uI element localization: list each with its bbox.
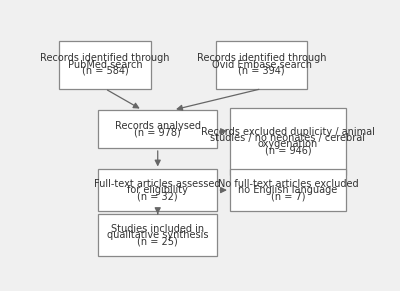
Text: Full-text articles assessed: Full-text articles assessed [94, 179, 221, 189]
Text: Records identified through: Records identified through [197, 53, 326, 63]
Text: (n = 946): (n = 946) [265, 146, 311, 156]
Text: no English language: no English language [238, 185, 338, 195]
FancyBboxPatch shape [230, 108, 346, 175]
Text: Studies included in: Studies included in [111, 223, 204, 234]
Text: Records excluded duplicity / animal: Records excluded duplicity / animal [201, 127, 375, 137]
Text: No full-text articles excluded: No full-text articles excluded [218, 179, 358, 189]
Text: (n = 7): (n = 7) [271, 191, 305, 201]
Text: (n = 394): (n = 394) [238, 66, 285, 76]
FancyBboxPatch shape [98, 169, 218, 211]
Text: (n = 32): (n = 32) [138, 191, 178, 201]
FancyBboxPatch shape [230, 169, 346, 211]
FancyBboxPatch shape [98, 214, 218, 255]
Text: (n = 584): (n = 584) [82, 66, 128, 76]
FancyBboxPatch shape [59, 40, 151, 89]
Text: Records identified through: Records identified through [40, 53, 170, 63]
FancyBboxPatch shape [98, 110, 218, 148]
Text: for eligibility: for eligibility [127, 185, 188, 195]
Text: (n = 25): (n = 25) [137, 236, 178, 246]
Text: studies / no neonates / cerebral: studies / no neonates / cerebral [210, 133, 366, 143]
FancyBboxPatch shape [216, 40, 307, 89]
Text: qualitative synthesis: qualitative synthesis [107, 230, 208, 240]
Text: oxygenation: oxygenation [258, 139, 318, 150]
Text: PubMed search: PubMed search [68, 60, 142, 70]
Text: (n = 978): (n = 978) [134, 127, 181, 137]
Text: Ovid Embase search: Ovid Embase search [212, 60, 312, 70]
Text: Records analysed: Records analysed [115, 121, 201, 131]
